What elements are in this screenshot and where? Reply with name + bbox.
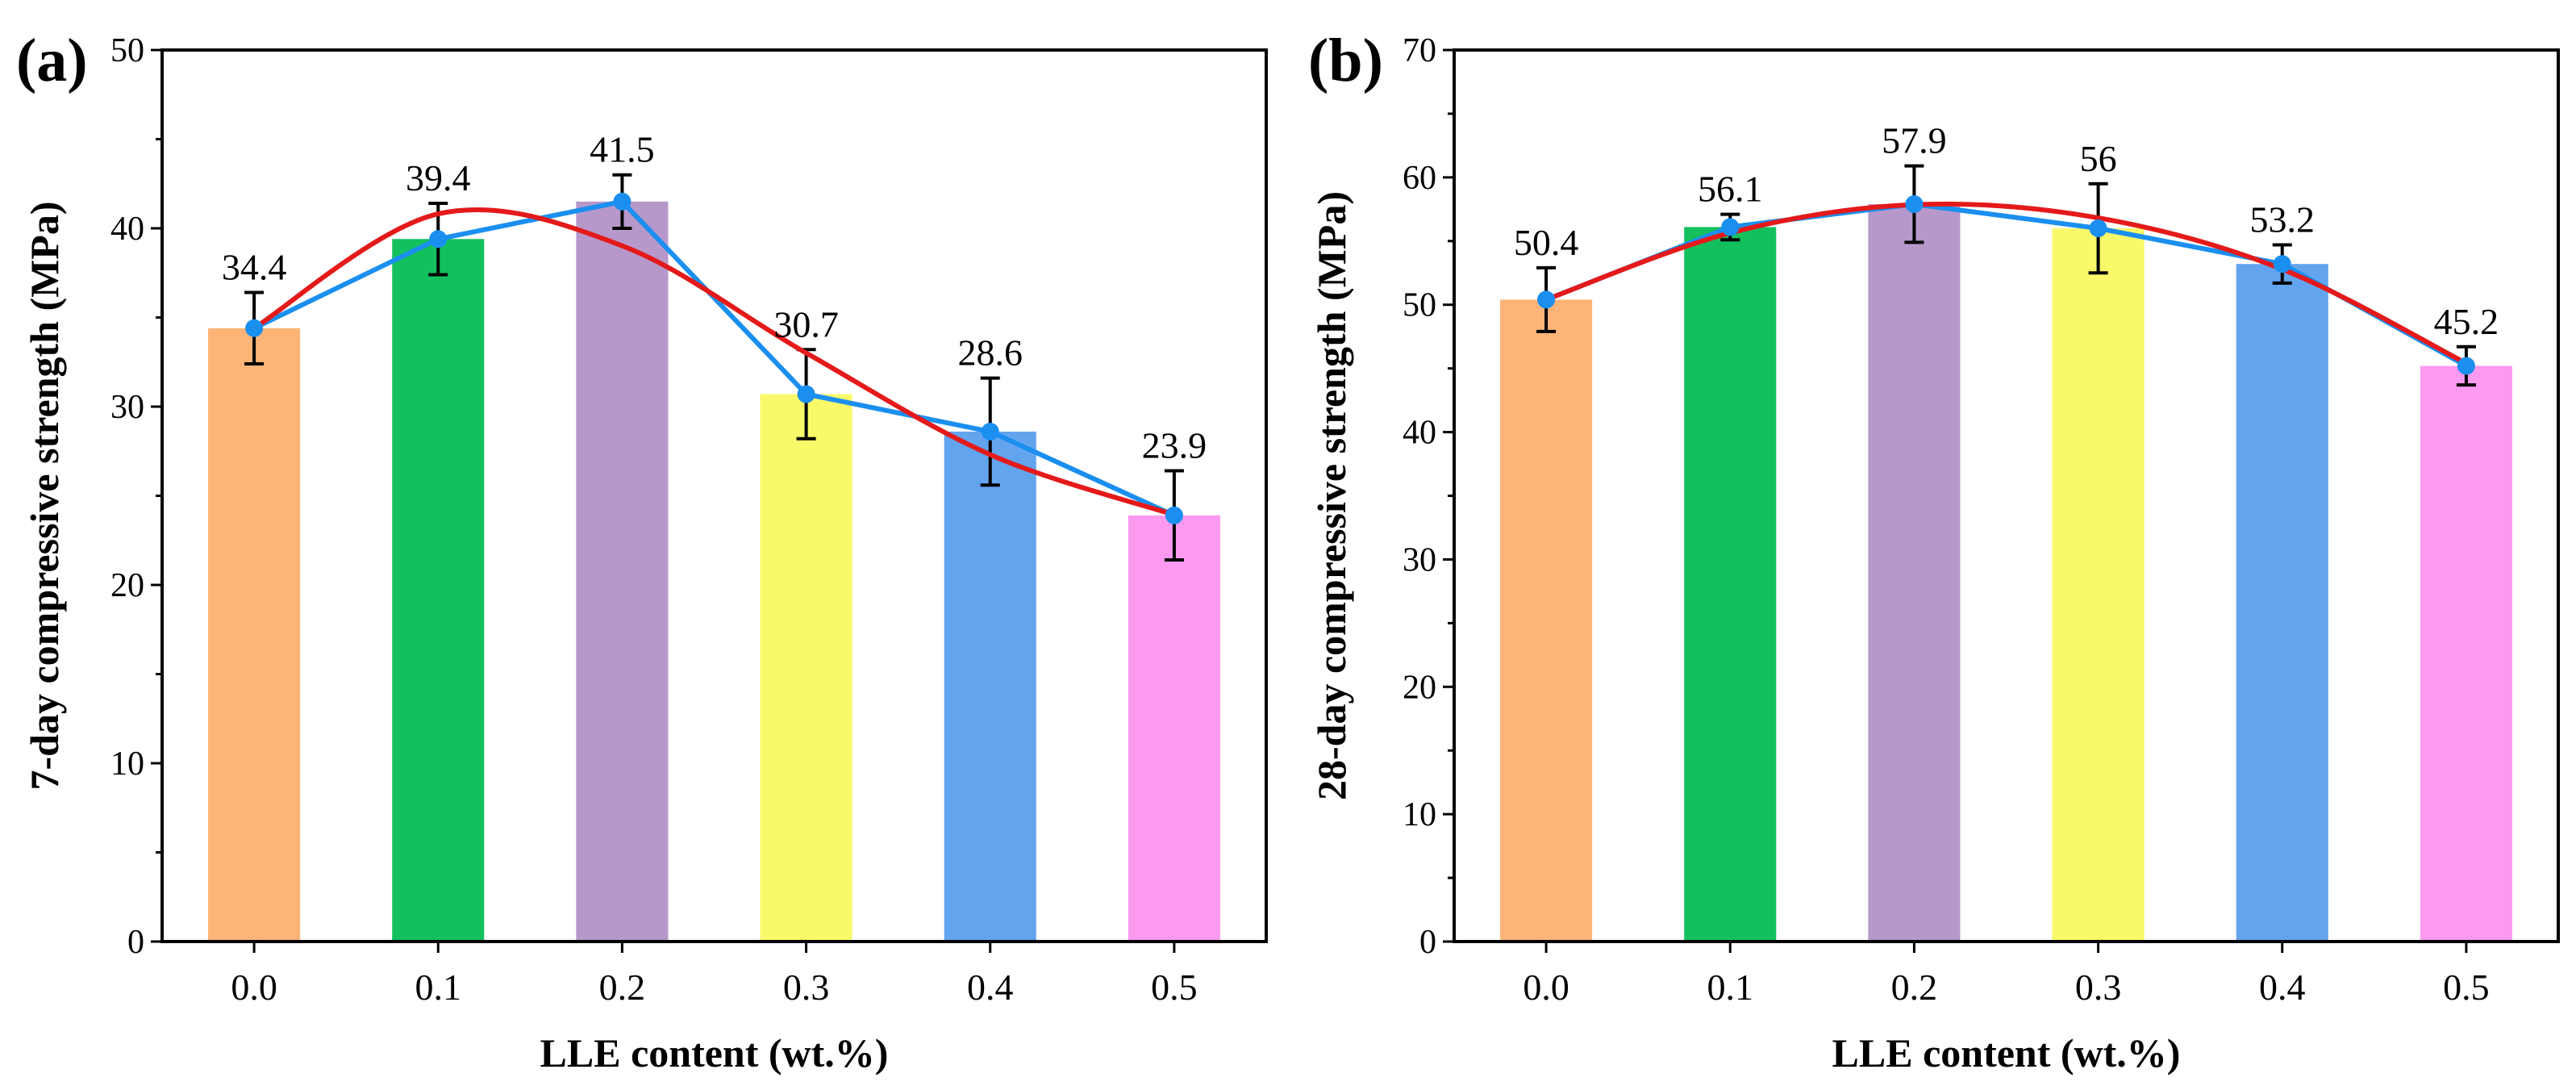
data-point-0.3 — [2089, 219, 2107, 237]
x-tick-label: 0.5 — [1151, 967, 1198, 1008]
data-label: 56.1 — [1698, 169, 1763, 210]
plot-frame — [1453, 48, 2560, 943]
y-axis-title: 7-day compressive strength (MPa) — [22, 202, 67, 791]
data-label: 41.5 — [590, 129, 655, 170]
y-tick-label: 20 — [110, 567, 144, 604]
fit-curve — [1544, 201, 2469, 366]
data-point-0.2 — [1905, 195, 1924, 214]
data-point-0.0 — [245, 319, 264, 337]
chart-panel-b: 0 10 20 30 40 50 60 70 0.0 0.1 0.2 0.3 0.4 0.5 50.4 56.… — [1308, 27, 2560, 1075]
data-point-0.4 — [981, 422, 999, 441]
x-tick-label: 0.2 — [1891, 967, 1938, 1008]
x-tick-label: 0.0 — [231, 967, 277, 1008]
x-axis-title: LLE content (wt.%) — [540, 1030, 889, 1075]
data-label: 57.9 — [1882, 120, 1947, 161]
y-tick-label: 30 — [1403, 541, 1436, 578]
x-tick-label: 0.3 — [783, 967, 830, 1008]
y-tick-label: 60 — [1403, 160, 1436, 197]
fit-curve — [252, 207, 1177, 518]
bar-0.4 — [2236, 264, 2328, 942]
y-tick-label: 50 — [110, 32, 144, 69]
data-label: 53.2 — [2250, 199, 2315, 240]
y-tick-label: 10 — [110, 745, 144, 783]
y-tick-label: 0 — [127, 924, 144, 961]
y-tick-label: 30 — [110, 389, 144, 426]
data-label: 50.4 — [1514, 222, 1579, 263]
x-tick-label: 0.1 — [415, 967, 462, 1008]
data-point-0.5 — [1165, 506, 1183, 524]
data-point-0.2 — [613, 192, 631, 211]
bar-0.4 — [944, 431, 1036, 942]
bar-0.1 — [1684, 227, 1777, 942]
bar-0.3 — [2052, 228, 2145, 942]
x-tick-label: 0.0 — [1523, 967, 1569, 1008]
data-label: 45.2 — [2434, 301, 2499, 342]
bar-0.2 — [1868, 204, 1961, 942]
y-tick-label: 20 — [1403, 669, 1436, 706]
y-tick-label: 70 — [1403, 32, 1436, 69]
bar-0.1 — [392, 239, 485, 942]
y-tick-label: 10 — [1403, 796, 1436, 833]
plot-frame — [160, 48, 1268, 943]
data-point-0.5 — [2457, 357, 2475, 375]
chart-panel-a: 0 10 20 30 40 50 0.0 0.1 0.2 0.3 0.4 0.5 34.4 39.4 41.… — [16, 27, 1268, 1075]
y-tick-label: 40 — [1403, 415, 1436, 452]
data-label: 56 — [2080, 138, 2117, 179]
bar-0.0 — [1500, 299, 1593, 942]
y-tick-label: 50 — [1403, 287, 1436, 324]
x-tick-label: 0.4 — [2259, 967, 2306, 1008]
data-label: 28.6 — [958, 332, 1023, 374]
data-point-0.1 — [429, 230, 448, 248]
data-label: 30.7 — [773, 303, 839, 345]
panel-label: (b) — [1308, 27, 1383, 94]
bar-0.2 — [576, 201, 669, 942]
x-tick-label: 0.4 — [967, 967, 1014, 1008]
y-tick-label: 0 — [1419, 924, 1436, 961]
bar-0.5 — [1128, 515, 1220, 942]
x-tick-label: 0.1 — [1707, 967, 1754, 1008]
y-tick-label: 40 — [110, 211, 144, 248]
y-axis-title: 28-day compressive strength (MPa) — [1309, 191, 1354, 800]
data-point-0.0 — [1537, 290, 1556, 309]
x-tick-label: 0.3 — [2075, 967, 2122, 1008]
panel-label: (a) — [16, 27, 88, 94]
data-point-0.1 — [1721, 218, 1740, 236]
data-label: 34.4 — [222, 247, 287, 288]
x-axis-title: LLE content (wt.%) — [1832, 1030, 2181, 1075]
data-point-0.3 — [797, 385, 815, 403]
data-point-0.4 — [2273, 255, 2291, 274]
x-tick-label: 0.5 — [2443, 967, 2490, 1008]
x-tick-label: 0.2 — [599, 967, 646, 1008]
data-label: 39.4 — [406, 157, 471, 198]
bar-0.5 — [2420, 365, 2512, 942]
bar-0.3 — [760, 394, 852, 942]
data-label: 23.9 — [1142, 425, 1207, 466]
bar-0.0 — [208, 328, 301, 942]
